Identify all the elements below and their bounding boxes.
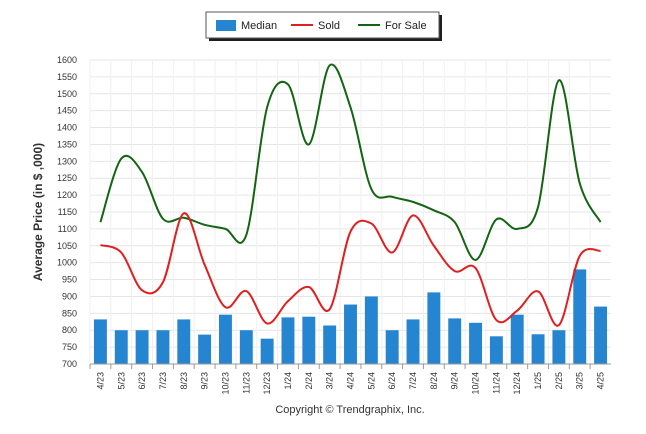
x-tick-label: 1/24 <box>283 372 293 390</box>
for-sale-line <box>99 63 602 261</box>
grid-lines <box>89 59 611 365</box>
median-bar <box>281 317 295 364</box>
legend-forsale-label: For Sale <box>385 20 427 32</box>
median-bar <box>552 330 566 364</box>
x-tick-label: 11/23 <box>241 372 251 394</box>
x-tick-label: 4/24 <box>346 372 356 390</box>
median-bar <box>427 292 441 364</box>
y-tick-label: 900 <box>62 291 77 301</box>
x-tick-label: 6/24 <box>387 372 397 390</box>
legend-median-label: Median <box>241 20 277 32</box>
median-bar <box>510 314 524 364</box>
x-tick-labels: 4/23 5/23 6/23 7/23 8/23 9/23 10/23 11/23 12/23 1… <box>95 372 605 395</box>
y-tick-label: 750 <box>62 342 77 352</box>
x-tick-label: 4/25 <box>596 372 606 390</box>
median-bar <box>406 319 420 364</box>
legend-median-swatch <box>216 20 236 31</box>
median-bar <box>448 318 462 364</box>
x-tick-label: 11/24 <box>491 372 501 394</box>
x-tick-label: 8/24 <box>429 372 439 390</box>
median-bar <box>469 322 483 364</box>
y-tick-label: 1300 <box>57 156 77 166</box>
median-bar <box>218 314 232 364</box>
median-bar <box>531 334 545 364</box>
y-tick-label: 1250 <box>57 173 77 183</box>
median-bar <box>364 296 378 364</box>
x-tick-label: 10/24 <box>471 372 481 395</box>
y-tick-label: 700 <box>62 359 77 369</box>
y-tick-label: 1050 <box>57 241 77 251</box>
median-bar <box>156 330 170 364</box>
y-tick-label: 1100 <box>58 224 77 234</box>
median-bars <box>93 269 608 364</box>
y-tick-label: 800 <box>62 325 77 335</box>
legend-box <box>205 11 440 39</box>
x-tick-label: 2/24 <box>304 372 314 390</box>
x-tick-label: 12/24 <box>512 372 522 395</box>
x-tick-label: 4/23 <box>95 372 105 390</box>
x-tick-label: 3/24 <box>325 372 335 390</box>
median-bar <box>135 330 149 364</box>
trend-lines <box>99 63 602 327</box>
median-bar <box>260 338 274 364</box>
median-bar <box>323 325 337 364</box>
x-tick-label: 9/24 <box>450 372 460 390</box>
x-tick-label: 7/23 <box>158 372 168 390</box>
y-tick-label: 1150 <box>58 207 77 217</box>
y-tick-label: 1450 <box>57 106 77 116</box>
median-bar <box>93 319 107 364</box>
x-tick-label: 8/23 <box>179 372 189 390</box>
copyright-text: Copyright © Trendgraphix, Inc. <box>275 404 424 416</box>
legend-sold-label: Sold <box>318 20 340 32</box>
x-tick-label: 3/25 <box>575 372 585 390</box>
y-tick-label: 950 <box>62 275 77 285</box>
x-tick-label: 9/23 <box>200 372 210 390</box>
median-bar <box>198 334 212 364</box>
x-tick-label: 12/23 <box>262 372 272 395</box>
x-tick-label: 10/23 <box>220 372 230 395</box>
y-tick-label: 1500 <box>57 89 77 99</box>
x-tick-label: 7/24 <box>408 372 418 390</box>
y-tick-label: 1350 <box>57 139 77 149</box>
median-bar <box>114 330 128 364</box>
median-bar <box>177 319 191 364</box>
y-tick-label: 1200 <box>57 190 77 200</box>
x-tick-label: 6/23 <box>137 372 147 390</box>
axes <box>89 363 611 369</box>
median-bar <box>239 330 253 364</box>
y-tick-label: 1000 <box>57 258 77 268</box>
x-tick-label: 5/24 <box>366 372 376 390</box>
median-bar <box>594 306 608 364</box>
median-bar <box>385 330 399 364</box>
median-bar <box>489 336 503 364</box>
y-tick-label: 1600 <box>57 55 77 65</box>
median-bar <box>302 316 316 364</box>
median-bar <box>573 269 587 364</box>
sold-line <box>100 212 601 327</box>
y-tick-label: 1550 <box>57 72 77 82</box>
x-tick-label: 5/23 <box>116 372 126 390</box>
y-tick-label: 850 <box>62 308 77 318</box>
x-tick-label: 2/25 <box>554 372 564 390</box>
x-tick-label: 1/25 <box>533 372 543 390</box>
legend: Median Sold For Sale <box>205 11 442 41</box>
median-bar <box>344 304 357 364</box>
y-axis-label: Average Price (in $ ,000) <box>31 143 45 281</box>
y-tick-label: 1400 <box>57 123 77 133</box>
y-tick-labels: 700 750 800 850 900 950 1000 1050 1100 1150 1200 12… <box>57 55 77 369</box>
